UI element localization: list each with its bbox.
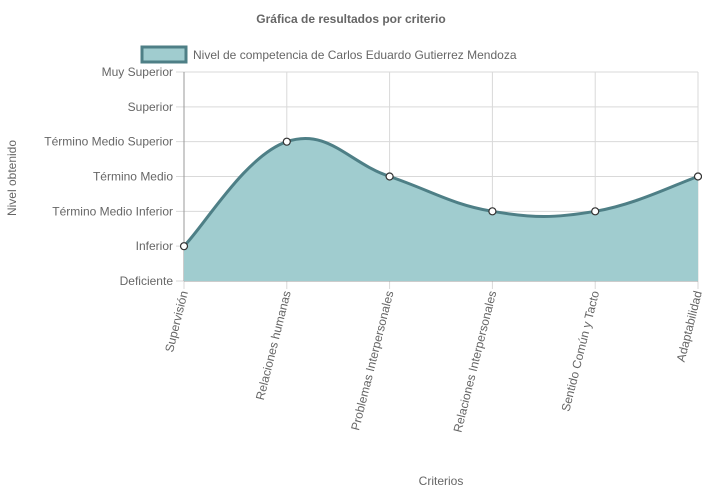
y-tick-label: Término Medio Inferior (52, 204, 173, 218)
x-axis-title: Criterios (419, 474, 464, 488)
y-tick-label: Deficiente (120, 274, 174, 288)
y-tick-label: Término Medio Superior (44, 135, 173, 149)
series-points (179, 137, 702, 251)
y-tick-label: Muy Superior (102, 65, 173, 79)
data-point[interactable] (385, 172, 394, 181)
data-point[interactable] (282, 137, 291, 146)
x-tick-label: Relaciones humanas (253, 289, 294, 401)
y-axis-ticks: Deficiente Inferior Término Medio Inferior… (44, 65, 173, 288)
series-area (184, 138, 698, 281)
legend-swatch (140, 45, 188, 64)
x-tick-label: Supervisión (162, 289, 191, 353)
data-point[interactable] (179, 242, 189, 251)
data-point[interactable] (488, 207, 497, 216)
x-axis-ticks: Supervisión Relaciones humanas Problemas I… (162, 289, 702, 434)
y-tick-label: Superior (128, 100, 173, 114)
x-tick-label: Problemas Interpersonales (348, 289, 396, 432)
data-point[interactable] (693, 172, 702, 181)
data-point[interactable] (591, 207, 600, 216)
y-tick-label: Inferior (136, 239, 173, 253)
x-tick-label: Adaptabilidad (674, 289, 702, 363)
legend-label: Nivel de competencia de Carlos Eduardo G… (193, 48, 517, 62)
y-axis-title: Nivel obtenido (5, 140, 19, 216)
y-tick-label: Término Medio (93, 170, 173, 184)
series-line (182, 136, 699, 248)
chart-title: Gráfica de resultados por criterio (256, 12, 445, 26)
x-tick-label: Sentido Común y Tacto (559, 289, 603, 413)
legend[interactable]: Nivel de competencia de Carlos Eduardo G… (140, 45, 517, 64)
x-tick-label: Relaciones Interpersonales (451, 289, 500, 433)
